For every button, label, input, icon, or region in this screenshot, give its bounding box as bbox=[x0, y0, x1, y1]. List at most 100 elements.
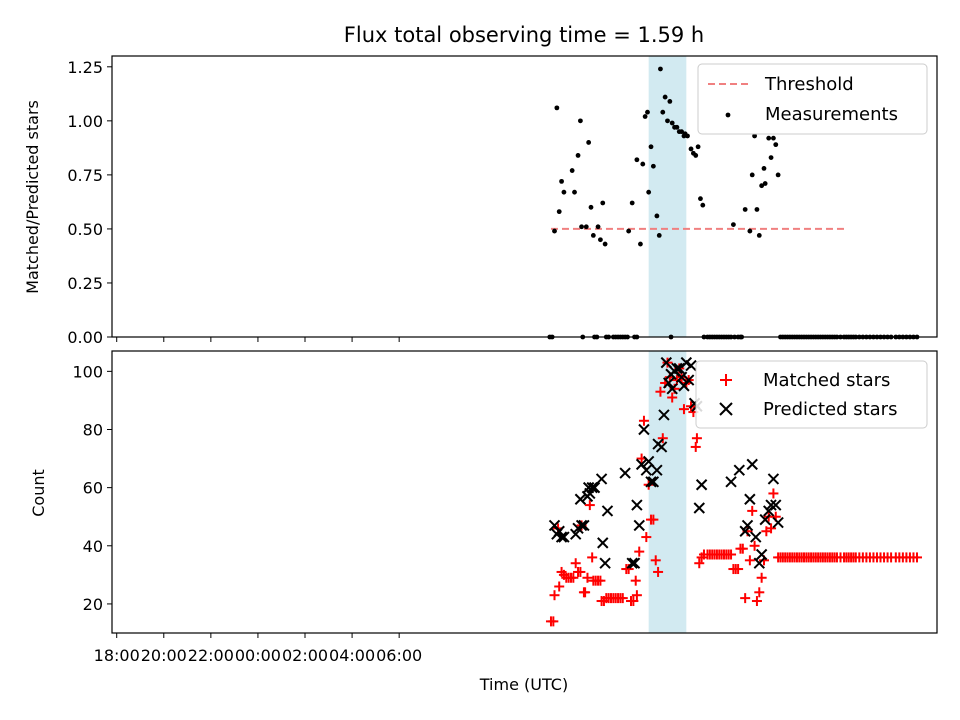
measurement-point bbox=[658, 66, 663, 72]
legend-label-matched: Matched stars bbox=[763, 370, 890, 391]
bottom-panel: 20 40 60 80 100 18:00 20:00 22:00 00:00 02:00 04:… bbox=[29, 350, 938, 694]
matched-star-point bbox=[911, 552, 922, 563]
y-tick-label: 100 bbox=[72, 362, 103, 381]
predicted-star-point bbox=[675, 371, 688, 383]
predicted-star-point bbox=[619, 467, 631, 479]
measurement-point bbox=[679, 129, 685, 135]
predicted-star-point bbox=[569, 528, 582, 540]
predicted-star-point bbox=[695, 479, 708, 491]
matched-star-point bbox=[657, 433, 668, 444]
matched-star-point bbox=[631, 590, 642, 601]
measurement-point bbox=[698, 196, 703, 202]
measurement-point bbox=[569, 168, 575, 173]
measurement-point bbox=[761, 166, 767, 171]
matched-star-point bbox=[749, 540, 760, 551]
y-tick-label: 0.50 bbox=[67, 220, 103, 239]
measurement-point bbox=[629, 200, 635, 206]
matched-star-point bbox=[747, 505, 758, 516]
measurement-point bbox=[700, 202, 706, 208]
x-tick-label: 18:00 bbox=[94, 646, 140, 665]
predicted-star-point bbox=[662, 377, 675, 389]
measurement-point bbox=[559, 178, 564, 184]
measurement-point bbox=[583, 224, 589, 230]
measurement-point bbox=[742, 207, 748, 212]
predicted-star-point bbox=[770, 499, 782, 511]
top-x-ticks bbox=[116, 337, 400, 342]
matched-star-point bbox=[580, 587, 591, 598]
predicted-star-point bbox=[626, 557, 638, 569]
measurement-point bbox=[762, 181, 768, 186]
predicted-star-point bbox=[725, 476, 737, 488]
measurement-point bbox=[554, 105, 560, 111]
predicted-star-point bbox=[558, 531, 570, 543]
bottom-legend: Matched stars Predicted stars bbox=[695, 360, 928, 429]
predicted-star-point bbox=[599, 557, 611, 569]
matched-star-point bbox=[653, 566, 664, 577]
predicted-star-point bbox=[658, 409, 670, 421]
legend-label-predicted: Predicted stars bbox=[763, 399, 897, 420]
measurement-point bbox=[669, 120, 675, 126]
matched-star-point bbox=[641, 532, 652, 543]
matched-star-point bbox=[554, 581, 565, 592]
matched-star-point bbox=[737, 543, 748, 554]
predicted-star-point bbox=[555, 531, 568, 543]
predicted-star-point bbox=[597, 537, 609, 549]
bottom-y-ticks: 20 40 60 80 100 bbox=[72, 362, 112, 614]
matched-star-point bbox=[751, 596, 762, 607]
y-tick-label: 20 bbox=[83, 595, 103, 614]
predicted-star-point bbox=[660, 356, 673, 369]
x-tick-label: 20:00 bbox=[141, 646, 187, 665]
measurement-point bbox=[775, 172, 781, 178]
x-tick-label: 00:00 bbox=[235, 646, 281, 665]
measurement-point bbox=[688, 146, 694, 152]
measurement-point bbox=[579, 224, 584, 230]
matched-star-point bbox=[638, 415, 649, 426]
measurement-point bbox=[766, 135, 772, 141]
predicted-star-point bbox=[759, 513, 771, 526]
predicted-star-point bbox=[693, 502, 705, 514]
top-highlight-span bbox=[648, 56, 687, 337]
matched-star-point bbox=[655, 386, 666, 397]
predicted-star-point bbox=[642, 455, 655, 468]
predicted-star-point bbox=[733, 464, 745, 476]
top-legend: Threshold Measurements bbox=[697, 63, 928, 135]
matched-star-point bbox=[740, 593, 751, 604]
legend-label-measurements: Measurements bbox=[765, 104, 898, 125]
predicted-star-point bbox=[682, 374, 695, 386]
measurement-point bbox=[645, 109, 650, 115]
predicted-star-point bbox=[647, 476, 660, 488]
matched-star-point bbox=[726, 549, 737, 560]
measurement-point bbox=[626, 228, 632, 234]
predicted-star-point bbox=[588, 481, 601, 494]
x-tick-label: 04:00 bbox=[329, 646, 375, 665]
matched-star-point bbox=[678, 404, 689, 415]
predicted-star-point bbox=[744, 493, 756, 505]
predicted-star-point bbox=[574, 493, 587, 505]
predicted-star-point bbox=[746, 458, 758, 471]
matched-star-point bbox=[650, 555, 661, 566]
measurement-point bbox=[588, 204, 594, 210]
predicted-star-point bbox=[638, 423, 650, 436]
predicted-star-point bbox=[640, 464, 653, 476]
measurement-point bbox=[771, 135, 776, 141]
measurement-point bbox=[756, 233, 762, 238]
predicted-stars-points bbox=[548, 356, 784, 569]
measurement-point bbox=[660, 109, 666, 115]
x-axis-label: Time (UTC) bbox=[479, 675, 568, 694]
measurement-point bbox=[572, 189, 577, 195]
predicted-star-point bbox=[631, 499, 643, 511]
measurement-point bbox=[552, 228, 557, 234]
measurement-point bbox=[590, 233, 596, 238]
measurement-point bbox=[556, 209, 562, 215]
predicted-star-point bbox=[633, 519, 645, 532]
matched-star-point bbox=[691, 433, 702, 444]
measurement-point bbox=[646, 189, 652, 195]
predicted-star-point bbox=[685, 359, 697, 372]
measurement-point bbox=[662, 94, 668, 100]
x-tick-label: 06:00 bbox=[376, 646, 422, 665]
bottom-y-axis-label: Count bbox=[29, 469, 48, 517]
measurement-point bbox=[665, 118, 670, 124]
predicted-star-point bbox=[741, 519, 754, 532]
matched-star-point bbox=[630, 575, 641, 586]
measurement-point bbox=[600, 200, 606, 206]
